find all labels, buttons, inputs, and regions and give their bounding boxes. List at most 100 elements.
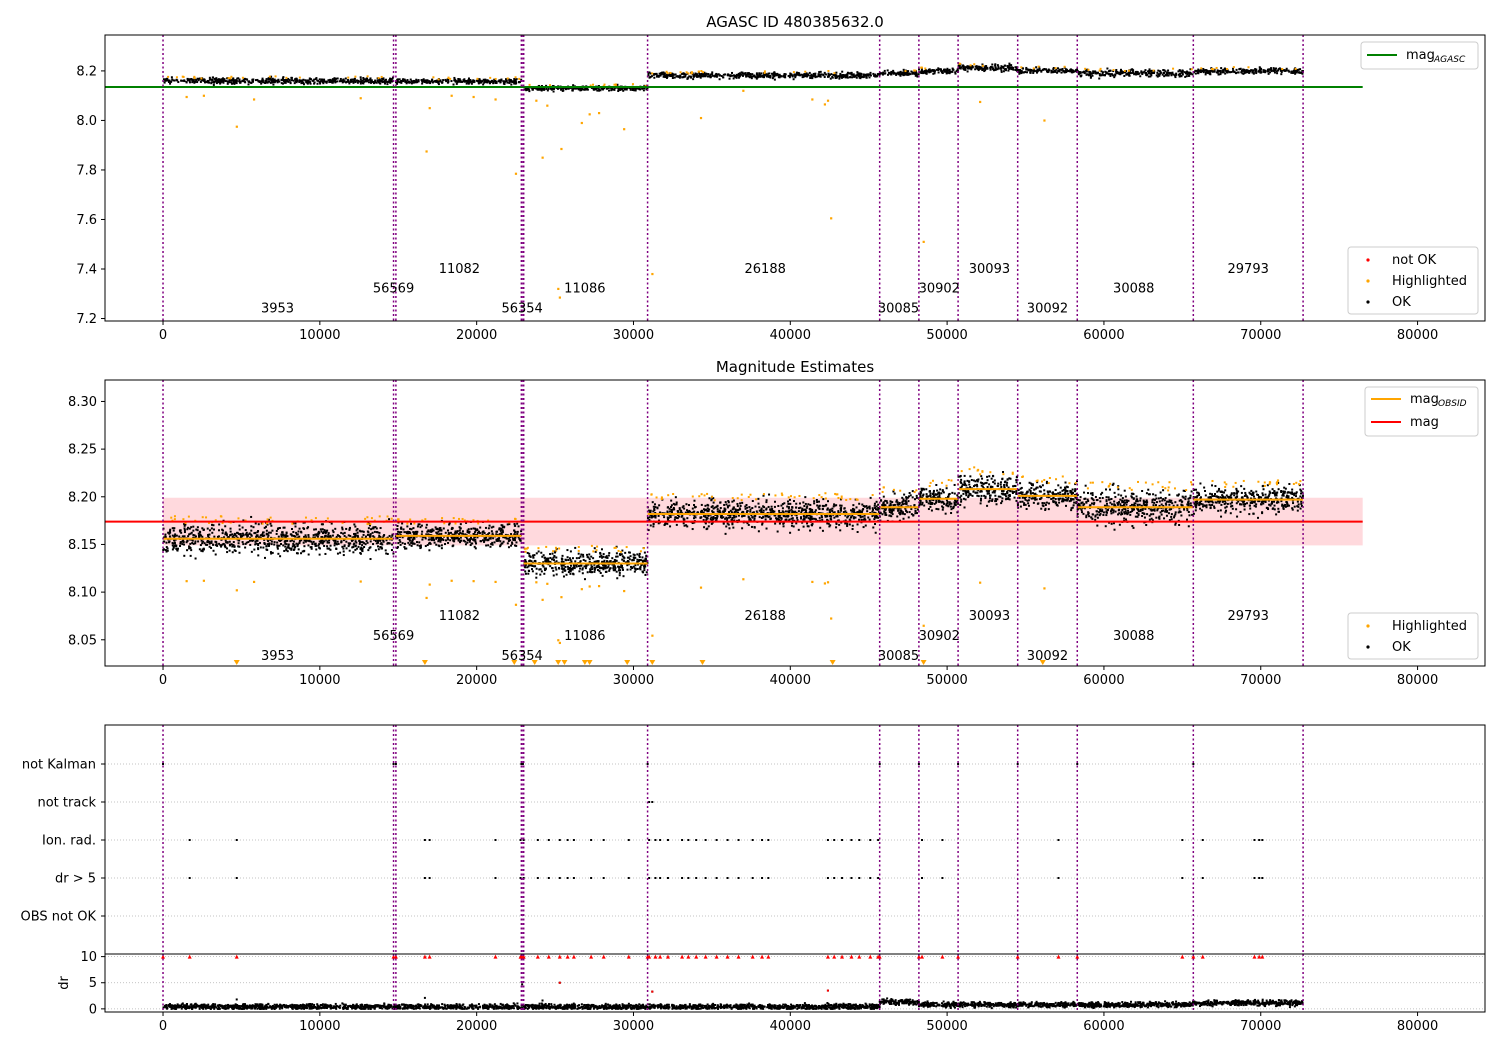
ok-point <box>263 526 266 529</box>
ok-point <box>835 515 838 518</box>
highlighted-point <box>424 518 427 521</box>
ok-point <box>653 509 656 512</box>
highlighted-point <box>697 70 700 73</box>
ok-point <box>388 534 391 537</box>
ok-point <box>1204 69 1207 72</box>
ok-point <box>594 550 597 553</box>
ok-point <box>780 516 783 519</box>
ok-point <box>244 546 247 549</box>
highlighted-point <box>545 545 548 548</box>
ok-point <box>342 554 345 557</box>
ok-point <box>511 542 514 545</box>
ok-point <box>284 542 287 545</box>
ok-point <box>1204 71 1207 74</box>
ok-point <box>648 518 651 521</box>
ok-point <box>447 80 450 83</box>
ok-point <box>1183 71 1186 74</box>
ok-point <box>784 510 787 513</box>
ok-point <box>926 70 929 73</box>
ok-point <box>567 568 570 571</box>
ok-point <box>1149 72 1152 75</box>
ok-point <box>183 80 186 83</box>
ok-point <box>554 566 557 569</box>
ok-point <box>749 74 752 77</box>
ok-point <box>411 540 414 543</box>
ok-point <box>322 82 325 85</box>
ok-point <box>306 82 309 85</box>
ok-point <box>684 511 687 514</box>
ok-point <box>983 66 986 69</box>
highlighted-point <box>202 94 205 97</box>
ok-point <box>265 545 268 548</box>
ok-point <box>806 522 809 525</box>
ok-point <box>712 497 715 500</box>
ok-point <box>789 72 792 75</box>
ok-point <box>361 544 364 547</box>
ok-point <box>974 68 977 71</box>
highlighted-point <box>184 521 187 524</box>
ok-point <box>803 73 806 76</box>
ok-point <box>1131 68 1134 71</box>
ok-point <box>228 544 231 547</box>
ok-point <box>231 533 234 536</box>
ok-point <box>680 72 683 75</box>
ok-point <box>214 80 217 83</box>
ok-point <box>321 539 324 542</box>
ok-point <box>858 518 861 521</box>
ok-point <box>694 72 697 75</box>
ok-point <box>728 77 731 80</box>
highlighted-point <box>973 63 976 66</box>
ok-point <box>787 514 790 517</box>
ok-point <box>629 88 632 91</box>
ok-point <box>733 75 736 78</box>
ok-point <box>354 540 357 543</box>
ok-point <box>304 79 307 82</box>
ok-point <box>435 531 438 534</box>
highlighted-point <box>979 100 982 104</box>
ok-point <box>560 557 563 560</box>
highlighted-point <box>595 549 598 552</box>
ok-point <box>983 67 986 70</box>
ok-point <box>215 82 218 85</box>
ok-point <box>390 549 393 552</box>
ok-point <box>467 80 470 83</box>
ok-point <box>263 542 266 545</box>
ok-point <box>970 68 973 71</box>
ok-point <box>1007 65 1010 68</box>
highlighted-point <box>182 75 185 78</box>
ok-point <box>262 531 265 534</box>
ok-point <box>305 81 308 84</box>
ok-point <box>643 87 646 90</box>
ok-point <box>897 71 900 74</box>
highlighted-point <box>1281 68 1284 71</box>
ok-point <box>862 504 865 507</box>
ok-point <box>664 522 667 525</box>
ok-point <box>379 80 382 83</box>
ok-point <box>748 517 751 520</box>
highlighted-point <box>558 547 561 550</box>
ok-point <box>499 544 502 547</box>
ok-point <box>616 555 619 558</box>
ok-point <box>742 74 745 77</box>
ok-point <box>712 501 715 504</box>
ok-point <box>372 543 375 546</box>
ok-point <box>415 79 418 82</box>
ok-point <box>787 510 790 513</box>
ok-point <box>208 545 211 548</box>
ok-point <box>720 516 723 519</box>
highlighted-point <box>514 518 517 521</box>
ok-point <box>292 530 295 533</box>
ok-point <box>1036 71 1039 74</box>
ok-point <box>416 530 419 533</box>
ok-point <box>865 505 868 508</box>
ok-point <box>483 80 486 83</box>
ok-point <box>483 532 486 535</box>
ok-point <box>250 550 253 553</box>
ok-point <box>875 74 878 77</box>
ok-point <box>868 518 871 521</box>
ok-point <box>200 549 203 552</box>
ok-point <box>832 511 835 514</box>
ok-point <box>737 73 740 76</box>
highlighted-point <box>679 71 682 74</box>
top-xtick-label: 50000 <box>926 328 967 343</box>
